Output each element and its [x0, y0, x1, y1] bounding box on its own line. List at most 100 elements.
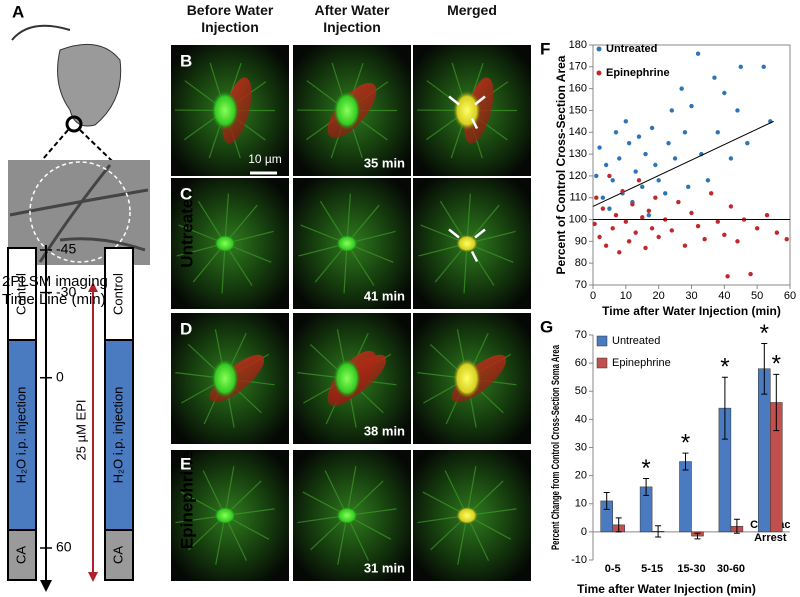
row-label: Untreated: [177, 188, 196, 267]
scale-label: 10 µm: [248, 152, 282, 166]
y-tick-label: 40: [575, 413, 587, 425]
y-tick-label: 30: [575, 441, 587, 453]
point: [745, 140, 750, 146]
y-tick-label: -10: [571, 554, 587, 566]
timeline-tick-label: -45: [56, 241, 76, 257]
point: [695, 51, 701, 56]
point: [666, 140, 671, 146]
bar: [679, 461, 692, 533]
point: [669, 228, 674, 233]
point: [715, 219, 720, 224]
point: [735, 108, 740, 113]
pointer-arrow: [474, 228, 486, 239]
point: [594, 195, 599, 200]
point: [633, 230, 638, 235]
error-bar: [655, 525, 662, 538]
point: [672, 156, 678, 161]
point: [600, 195, 606, 200]
x-tick-label: 40: [718, 290, 730, 302]
point: [603, 162, 609, 168]
y-tick-label: 90: [575, 235, 587, 247]
soma: [336, 234, 358, 253]
significance-marker: *: [772, 351, 781, 378]
significance-marker: *: [720, 354, 729, 381]
legend-marker: [596, 70, 602, 76]
segment-label: H₂O i.p. injection: [110, 387, 125, 484]
y-tick-label: 160: [569, 83, 587, 95]
mouse-illustration: [8, 24, 150, 265]
point: [643, 151, 648, 157]
point: [764, 212, 770, 218]
soma: [453, 90, 481, 131]
y-tick-label: 10: [575, 498, 587, 510]
x-tick-label: 0-5: [605, 563, 621, 575]
pointer-arrow: [470, 117, 479, 130]
x-axis-label: Time after Water Injection (min): [602, 304, 781, 318]
point: [600, 206, 606, 211]
point: [636, 134, 642, 139]
point: [656, 178, 661, 183]
segment-label: CA: [110, 546, 125, 564]
point: [633, 169, 638, 174]
point: [686, 184, 691, 190]
time-label: 35 min: [364, 155, 405, 170]
point: [682, 130, 688, 135]
point: [682, 243, 688, 248]
significance-marker: *: [681, 429, 690, 456]
point: [649, 125, 655, 131]
point: [784, 236, 789, 242]
point: [643, 245, 648, 251]
point: [653, 195, 658, 200]
y-axis-label: Percent Change from Control Cross-Sectio…: [550, 344, 562, 550]
y-tick-label: 170: [569, 61, 587, 73]
point: [646, 208, 652, 214]
legend-swatch: [596, 357, 608, 369]
y-tick-label: 180: [569, 39, 587, 51]
y-tick-label: 70: [575, 279, 587, 291]
point: [613, 212, 619, 218]
error-bar: [761, 342, 768, 395]
soma: [336, 506, 358, 525]
soma: [214, 506, 236, 525]
point: [656, 234, 661, 240]
y-axis-label: Percent of Control Cross-Section Area: [554, 55, 568, 274]
time-label: 38 min: [364, 423, 405, 438]
segment-label: CA: [13, 546, 28, 564]
x-tick-label: 15-30: [677, 563, 705, 575]
point: [607, 206, 612, 211]
pointer-arrow: [448, 228, 460, 239]
point: [626, 239, 632, 244]
time-label: 31 min: [364, 560, 405, 575]
y-tick-label: 130: [569, 148, 587, 160]
point: [617, 250, 622, 255]
x-tick-label: 50: [751, 290, 763, 302]
point: [597, 234, 602, 240]
point: [695, 223, 701, 229]
point: [748, 271, 753, 277]
error-bar: [603, 492, 610, 510]
point: [715, 130, 720, 135]
point: [607, 173, 612, 179]
y-tick-label: 70: [575, 329, 587, 341]
segment-label: H₂O i.p. injection: [13, 387, 28, 484]
point: [592, 221, 597, 227]
column-header: Merged: [447, 2, 497, 18]
y-tick-label: 60: [575, 357, 587, 369]
point: [712, 75, 717, 80]
point: [774, 230, 780, 235]
y-tick-label: 150: [569, 104, 587, 116]
point: [709, 191, 714, 196]
point: [620, 188, 625, 194]
soma: [456, 234, 478, 253]
error-bar: [733, 518, 740, 534]
point: [623, 119, 629, 124]
fit-line: [592, 120, 774, 207]
point: [649, 226, 655, 231]
error-bar: [615, 517, 622, 533]
y-tick-label: 50: [575, 385, 587, 397]
point: [722, 90, 727, 96]
segment-label: Control: [110, 273, 125, 315]
